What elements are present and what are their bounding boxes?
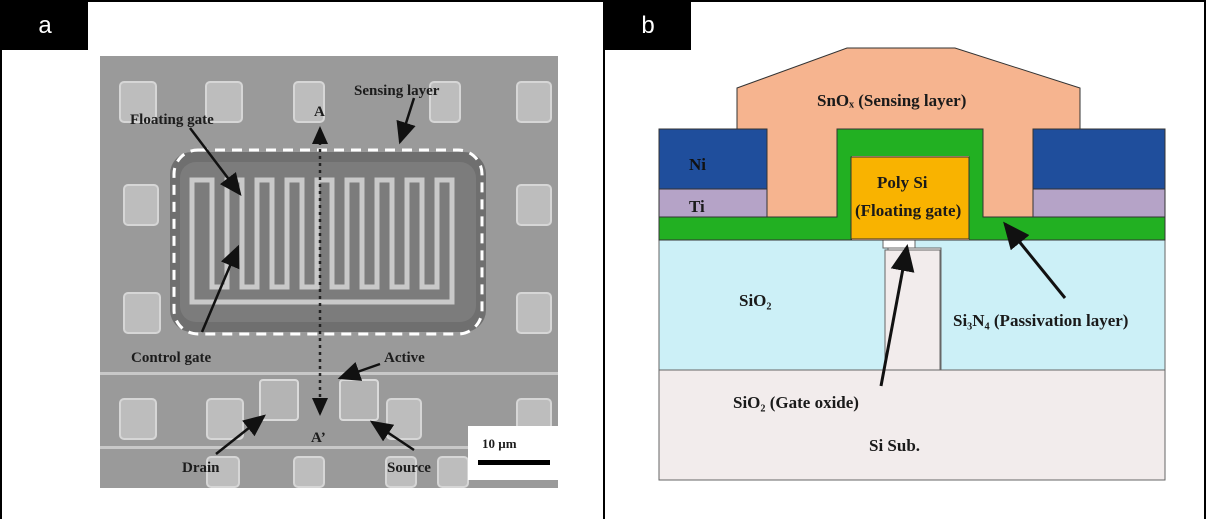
label-sensing-layer: Sensing layer — [354, 83, 440, 99]
gate-oxide-arrow — [879, 244, 915, 387]
label-poly-si: Poly Si — [877, 173, 928, 192]
bus-line — [100, 446, 558, 449]
floating-gate-pattern — [189, 177, 455, 305]
label-floating-gate: (Floating gate) — [855, 201, 961, 220]
scale-bar — [478, 460, 550, 465]
ni-right — [1032, 128, 1166, 190]
panel-a-tag: a — [2, 2, 88, 50]
label-source: Source — [387, 460, 431, 476]
cross-section-diagram: SnOₓ (Sensing layer) Ni Ti Poly Si (Floa… — [658, 47, 1166, 481]
poly-si-floating-gate — [850, 156, 970, 240]
panel-b: SnOₓ (Sensing layer) Ni Ti Poly Si (Floa… — [603, 0, 1206, 519]
label-a: A — [314, 104, 325, 120]
ti-right — [1032, 188, 1166, 218]
panel-b-tag: b — [605, 2, 691, 50]
label-passivation: Si₃N₄ (Passivation layer) — [953, 311, 1128, 330]
label-drain: Drain — [182, 460, 220, 476]
label-floating-gate: Floating gate — [130, 112, 214, 128]
label-sio2: SiO₂ — [739, 291, 772, 310]
control-gate-arrow — [200, 244, 240, 333]
ni-left — [658, 128, 768, 190]
active-arrow — [337, 361, 381, 381]
label-ti: Ti — [689, 197, 705, 216]
drain-arrow — [215, 414, 266, 455]
label-active: Active — [384, 350, 425, 366]
bus-line — [100, 372, 558, 375]
sensing-layer-outline — [172, 148, 484, 336]
source-pad — [339, 379, 379, 421]
label-ni: Ni — [689, 155, 706, 174]
substrate-layer — [658, 369, 1166, 481]
label-substrate: Si Sub. — [869, 436, 920, 455]
label-a-prime: A’ — [311, 430, 326, 446]
sensing-layer-arrow — [396, 97, 416, 145]
sem-image-diagram: Sensing layer Floating gate Control gate… — [100, 56, 558, 488]
label-gate-oxide: SiO₂ (Gate oxide) — [733, 393, 859, 412]
source-arrow — [369, 420, 415, 452]
sensing-area — [180, 162, 476, 322]
ti-left — [658, 188, 768, 218]
label-control-gate: Control gate — [131, 350, 211, 366]
scale-bar-label: 10 µm — [482, 436, 517, 451]
panel-a: Sensing layer Floating gate Control gate… — [0, 0, 605, 519]
scale-bar-box — [468, 426, 558, 480]
drain-pad — [259, 379, 299, 421]
substrate-pillar — [884, 249, 941, 371]
label-sensing-layer: SnOₓ (Sensing layer) — [817, 91, 966, 110]
floating-gate-arrow — [189, 127, 242, 196]
passivation-arrow — [1003, 221, 1067, 299]
